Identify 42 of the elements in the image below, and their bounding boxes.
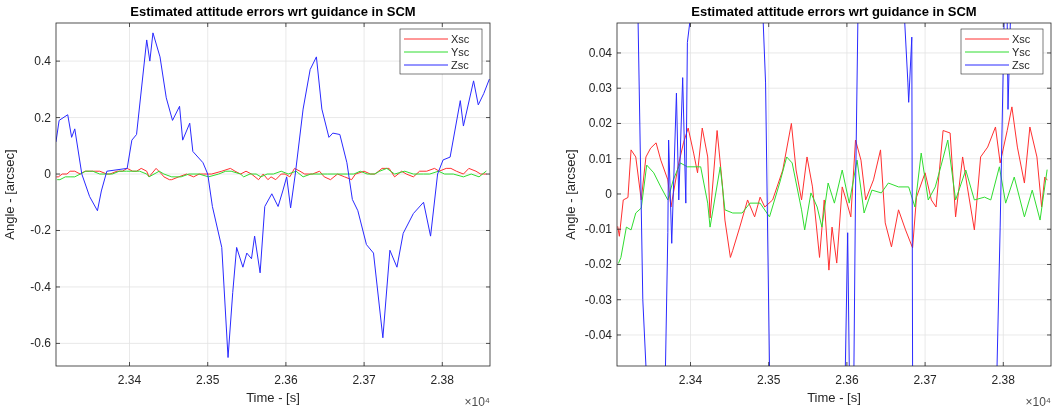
y-axis-title: Angle - [arcsec] <box>563 149 578 240</box>
y-tick-label: 0 <box>605 186 613 201</box>
x-tick-label: 2.38 <box>991 373 1016 387</box>
x-tick-label: 2.34 <box>117 373 142 387</box>
y-tick-label: -0.01 <box>584 222 613 237</box>
y-tick-label: 0.4 <box>34 54 52 69</box>
y-tick-label: -0.6 <box>30 336 52 351</box>
x-tick-label: 2.36 <box>274 373 298 387</box>
y-tick-label: -0.04 <box>584 327 613 342</box>
x-tick-label: 2.36 <box>835 373 859 387</box>
chart-title: Estimated attitude errors wrt guidance in SCM <box>130 4 416 19</box>
legend-label: Zsc <box>451 59 470 71</box>
y-tick-label: 0.01 <box>588 151 613 166</box>
x-axis-title: Time - [s] <box>246 390 300 405</box>
x-tick-label: 2.38 <box>430 373 455 387</box>
x-tick-label: 2.37 <box>913 373 938 387</box>
legend-label: Xsc <box>1012 33 1031 45</box>
chart-title: Estimated attitude errors wrt guidance in SCM <box>691 4 977 19</box>
y-tick-label: -0.4 <box>30 279 52 294</box>
y-tick-label: -0.02 <box>584 257 613 272</box>
x-tick-label: 2.35 <box>757 373 781 387</box>
y-tick-label: 0.04 <box>588 45 613 60</box>
y-tick-label: 0 <box>44 167 52 182</box>
text: ×10⁴ <box>464 395 490 409</box>
x-tick-label: 2.37 <box>352 373 377 387</box>
y-tick-label: -0.2 <box>30 223 52 238</box>
y-tick-label: 0.2 <box>34 110 52 125</box>
line-series <box>56 32 490 359</box>
legend-label: Ysc <box>1012 46 1031 58</box>
legend-label: Xsc <box>451 33 470 45</box>
x-axis-title: Time - [s] <box>807 390 861 405</box>
legend-label: Ysc <box>451 46 470 58</box>
text: ×10⁴ <box>1025 395 1051 409</box>
legend-label: Zsc <box>1012 59 1031 71</box>
y-tick-label: -0.03 <box>584 292 613 307</box>
x-tick-label: 2.35 <box>196 373 220 387</box>
y-tick-label: 0.03 <box>588 81 613 96</box>
line-series <box>618 139 1048 264</box>
y-axis-title: Angle - [arcsec] <box>2 149 17 240</box>
line-series <box>617 106 1048 271</box>
y-tick-label: 0.02 <box>588 116 613 131</box>
x-tick-label: 2.34 <box>678 373 703 387</box>
